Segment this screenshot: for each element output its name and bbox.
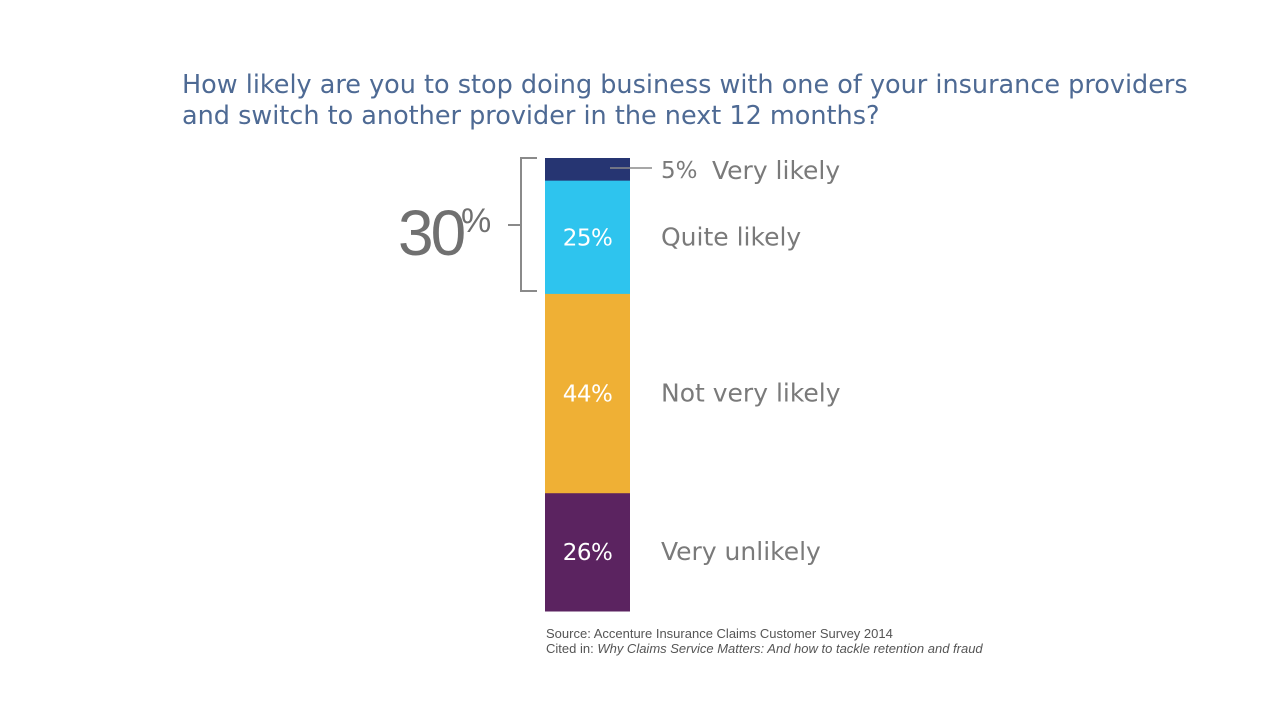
category-label-very-likely: Very likely xyxy=(712,156,840,185)
bar-segment-very-likely xyxy=(545,158,630,182)
cited-line: Cited in: Why Claims Service Matters: An… xyxy=(546,641,983,656)
bar-segment-quite-likely xyxy=(545,180,630,295)
value-label-not-very-likely: 44% xyxy=(563,382,613,408)
bracket-group: 30 % xyxy=(398,157,537,292)
value-label-quite-likely: 25% xyxy=(563,225,613,251)
category-label-not-very-likely: Not very likely xyxy=(661,379,841,408)
bracket-total-unit: % xyxy=(461,202,491,240)
value-label-very-unlikely: 26% xyxy=(563,540,613,566)
bracket-total-value: 30 xyxy=(398,197,465,269)
cited-prefix: Cited in: xyxy=(546,641,598,656)
stacked-bar: 25% 44% 26% xyxy=(545,158,630,612)
chart-title-line-1: How likely are you to stop doing busines… xyxy=(182,70,1188,100)
bracket-line xyxy=(520,157,537,292)
bar-segment-very-unlikely xyxy=(545,493,630,612)
category-label-very-unlikely: Very unlikely xyxy=(661,537,821,566)
chart-title: How likely are you to stop doing busines… xyxy=(182,70,1188,132)
chart-title-line-2: and switch to another provider in the ne… xyxy=(182,101,880,131)
category-label-quite-likely: Quite likely xyxy=(661,222,801,251)
source-note: Source: Accenture Insurance Claims Custo… xyxy=(546,626,983,656)
bar-segment-not-very-likely xyxy=(545,293,630,494)
value-label-very-likely: 5% xyxy=(661,158,698,184)
source-line: Source: Accenture Insurance Claims Custo… xyxy=(546,626,893,641)
cited-title: Why Claims Service Matters: And how to t… xyxy=(597,641,983,656)
category-labels: 5% Very likely Quite likely Not very likely… xyxy=(661,156,841,566)
